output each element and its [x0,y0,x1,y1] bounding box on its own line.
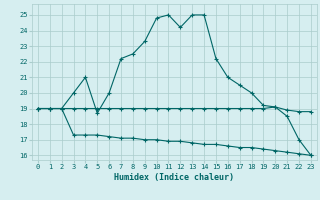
X-axis label: Humidex (Indice chaleur): Humidex (Indice chaleur) [115,173,234,182]
